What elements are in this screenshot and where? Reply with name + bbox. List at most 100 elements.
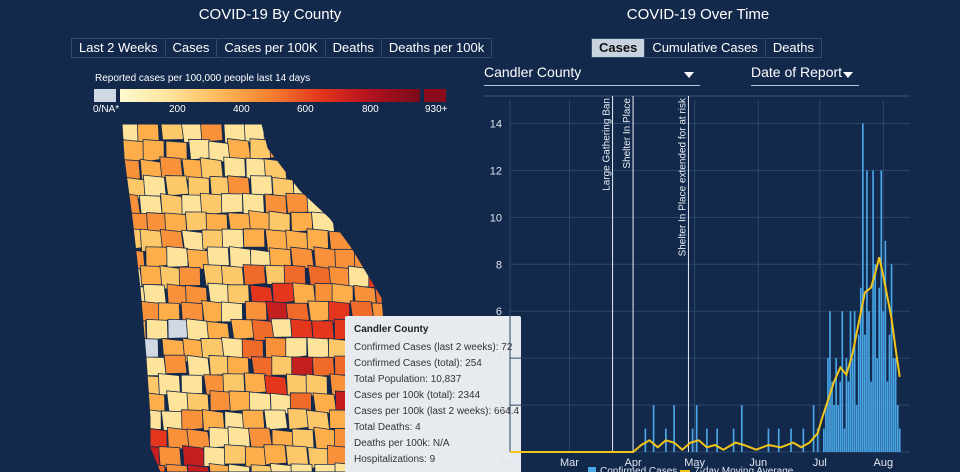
county-shape[interactable] [117, 408, 141, 431]
county-shape[interactable] [250, 464, 273, 472]
confirmed-cases-bar[interactable] [849, 311, 852, 452]
county-shape[interactable] [242, 264, 267, 286]
confirmed-cases-bar[interactable] [835, 358, 837, 452]
county-shape[interactable] [348, 122, 373, 142]
county-shape[interactable] [203, 446, 226, 467]
county-shape[interactable] [139, 408, 162, 432]
county-shape[interactable] [377, 212, 401, 234]
county-shape[interactable] [334, 139, 357, 163]
confirmed-cases-bar[interactable] [855, 405, 858, 452]
confirmed-cases-bar[interactable] [833, 405, 835, 452]
confirmed-cases-bar[interactable] [886, 381, 889, 452]
county-shape[interactable] [186, 464, 212, 472]
county-shape[interactable] [201, 229, 225, 250]
confirmed-cases-bar[interactable] [894, 358, 897, 452]
county-shape[interactable] [398, 212, 420, 234]
county-shape[interactable] [269, 462, 295, 472]
county-shape[interactable] [117, 302, 140, 326]
county-shape[interactable] [139, 265, 164, 286]
county-shape[interactable] [185, 318, 210, 342]
confirmed-cases-bar[interactable] [716, 428, 718, 452]
county-shape[interactable] [166, 390, 191, 414]
county-shape[interactable] [352, 138, 375, 160]
georgia-county-map[interactable] [0, 118, 470, 472]
county-shape[interactable] [291, 428, 315, 449]
county-shape[interactable] [178, 266, 201, 286]
tab-cases-per-100k[interactable]: Cases per 100K [216, 38, 326, 58]
county-shape[interactable] [326, 156, 351, 179]
confirmed-cases-bar[interactable] [851, 358, 854, 452]
county-shape[interactable] [118, 122, 141, 143]
county-shape[interactable] [181, 194, 204, 215]
county-shape[interactable] [164, 175, 190, 197]
county-shape[interactable] [329, 121, 353, 144]
county-shape[interactable] [390, 157, 412, 178]
county-shape[interactable] [307, 300, 333, 323]
county-shape[interactable] [228, 463, 251, 472]
county-shape[interactable] [335, 210, 360, 232]
county-shape[interactable] [136, 338, 159, 359]
county-shape[interactable] [349, 229, 375, 251]
county-shape[interactable] [220, 265, 245, 288]
county-shape[interactable] [220, 336, 246, 359]
county-shape[interactable] [370, 193, 393, 216]
county-shape[interactable] [145, 246, 168, 269]
county-shape[interactable] [311, 320, 335, 341]
county-select[interactable]: Candler County [484, 64, 700, 86]
county-shape[interactable] [285, 192, 310, 214]
county-shape[interactable] [306, 337, 330, 360]
county-shape[interactable] [334, 248, 358, 270]
confirmed-cases-bar[interactable] [888, 334, 891, 452]
confirmed-cases-bar[interactable] [695, 405, 698, 452]
county-shape[interactable] [375, 139, 399, 163]
county-shape[interactable] [397, 249, 421, 268]
confirmed-cases-bar[interactable] [812, 405, 815, 452]
confirmed-cases-bar[interactable] [706, 428, 708, 452]
county-shape[interactable] [306, 121, 331, 143]
confirmed-cases-bar[interactable] [839, 381, 842, 452]
confirmed-cases-bar[interactable] [845, 358, 848, 452]
county-shape[interactable] [390, 230, 413, 249]
county-shape[interactable] [186, 392, 210, 413]
county-shape[interactable] [226, 138, 252, 160]
county-shape[interactable] [328, 194, 351, 217]
county-shape[interactable] [285, 445, 310, 466]
county-shape[interactable] [244, 446, 268, 468]
county-shape[interactable] [223, 156, 247, 178]
confirmed-cases-bar[interactable] [831, 381, 833, 452]
confirmed-cases-bar[interactable] [898, 428, 901, 452]
confirmed-cases-bar[interactable] [868, 311, 870, 452]
confirmed-cases-bar[interactable] [829, 311, 831, 452]
county-shape[interactable] [123, 390, 146, 414]
county-shape[interactable] [241, 409, 266, 431]
confirmed-cases-bar[interactable] [767, 428, 770, 452]
date-type-select[interactable]: Date of Report [751, 64, 859, 86]
county-shape[interactable] [124, 428, 149, 453]
county-shape[interactable] [208, 463, 233, 472]
county-shape[interactable] [242, 228, 266, 248]
tab-deaths-per-100k[interactable]: Deaths per 100k [380, 38, 493, 58]
county-shape[interactable] [286, 122, 309, 143]
confirmed-cases-bar[interactable] [866, 170, 868, 452]
county-shape[interactable] [292, 138, 316, 159]
county-shape[interactable] [311, 356, 336, 377]
county-shape[interactable] [184, 211, 209, 232]
confirmed-cases-bar[interactable] [892, 358, 895, 452]
tab-last-2-weeks[interactable]: Last 2 Weeks [71, 38, 166, 58]
county-shape[interactable] [188, 138, 213, 161]
county-shape[interactable] [285, 373, 309, 396]
county-shape[interactable] [122, 464, 146, 472]
confirmed-cases-bar[interactable] [823, 428, 825, 452]
confirmed-cases-bar[interactable] [816, 428, 819, 452]
confirmed-cases-bar[interactable] [691, 428, 694, 452]
confirmed-cases-bar[interactable] [841, 311, 844, 452]
county-shape[interactable] [180, 374, 203, 396]
county-shape[interactable] [314, 463, 337, 472]
county-shape[interactable] [263, 444, 288, 466]
county-shape[interactable] [389, 195, 412, 215]
county-shape[interactable] [347, 265, 371, 289]
county-shape[interactable] [367, 229, 389, 253]
county-shape[interactable] [310, 140, 334, 165]
county-shape[interactable] [220, 193, 244, 214]
county-shape[interactable] [292, 282, 316, 305]
